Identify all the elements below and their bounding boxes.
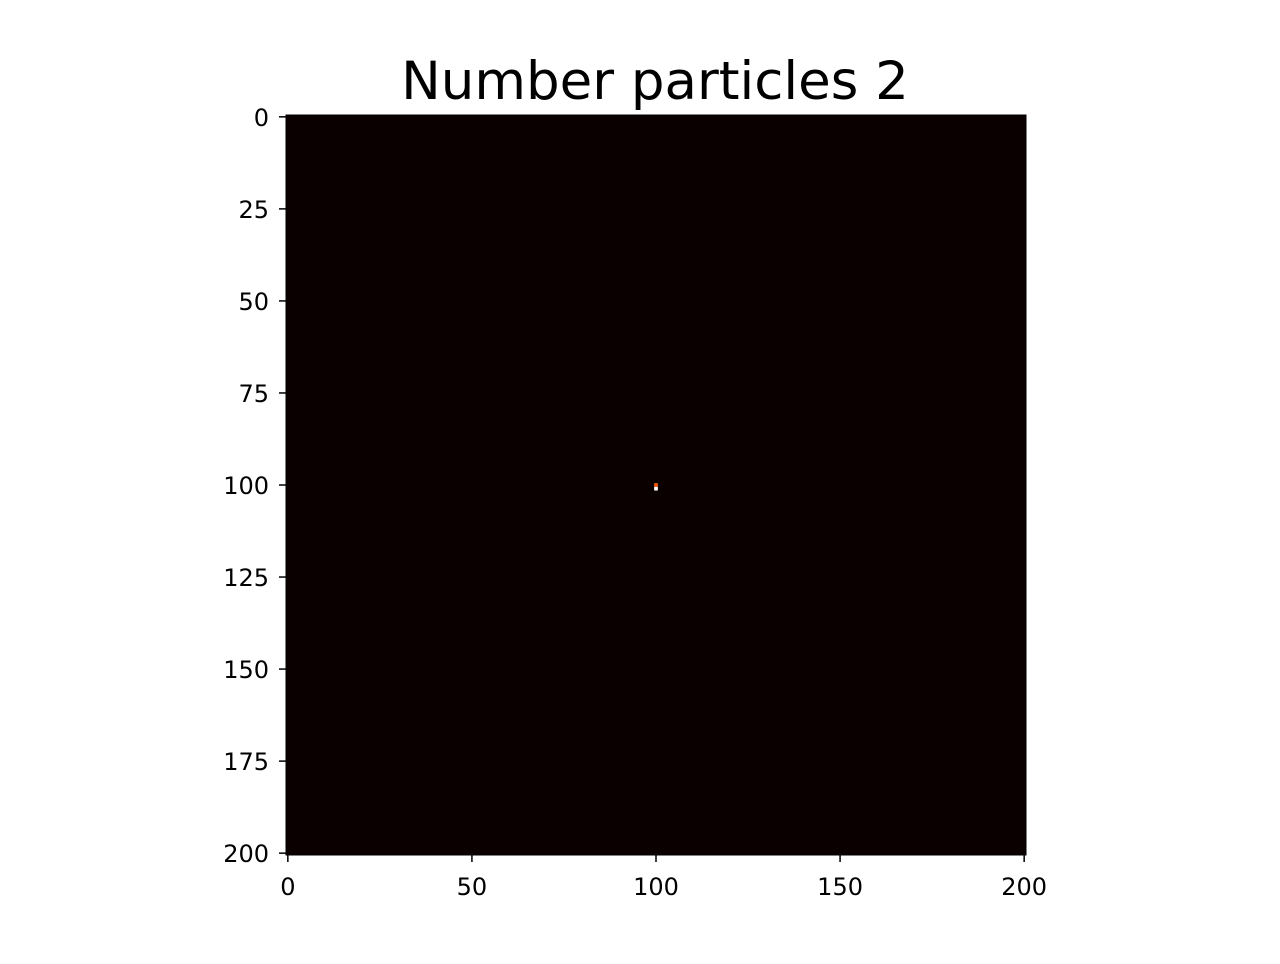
chart-title: Number particles 2: [401, 51, 909, 112]
y-tick-label: 75: [238, 380, 269, 408]
y-tick-label: 175: [223, 748, 269, 776]
x-tick-label: 200: [1001, 873, 1047, 901]
y-tick-label: 25: [238, 196, 269, 224]
heatmap-cell: [654, 486, 658, 491]
x-tick-label: 50: [457, 873, 488, 901]
plot-area: [285, 114, 1027, 856]
y-tick-label: 150: [223, 656, 269, 684]
x-tick-label: 100: [633, 873, 679, 901]
x-tick-label: 150: [817, 873, 863, 901]
y-tick-label: 0: [254, 104, 269, 132]
y-tick-label: 50: [238, 288, 269, 316]
x-axis: 0 50 100 150 200: [280, 855, 1047, 901]
y-tick-label: 200: [223, 840, 269, 868]
x-tick-label: 0: [280, 873, 295, 901]
y-tick-label: 100: [223, 472, 269, 500]
y-tick-label: 125: [223, 564, 269, 592]
y-axis: 0 25 50 75 100 125 150 175 200: [223, 104, 286, 868]
heatmap-cell: [654, 483, 658, 487]
